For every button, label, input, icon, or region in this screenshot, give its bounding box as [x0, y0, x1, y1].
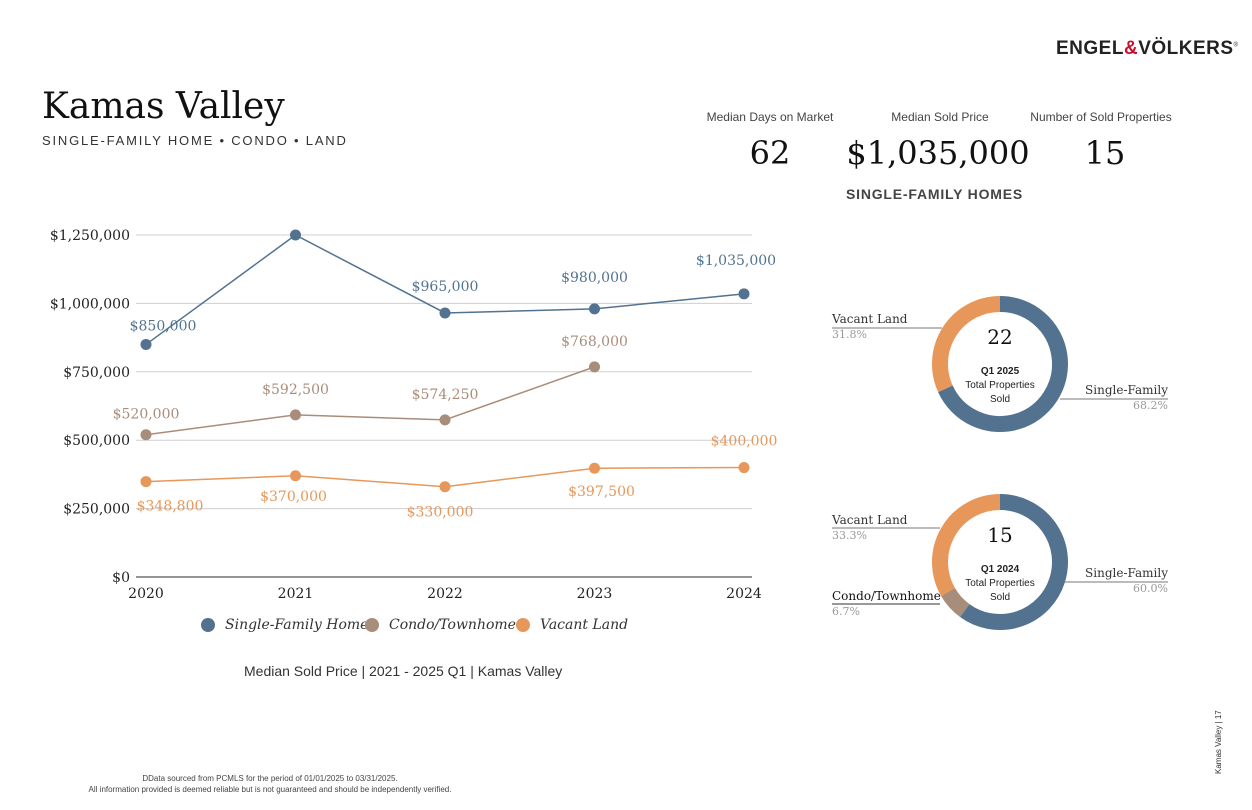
y-tick-label: $250,000 — [63, 502, 130, 518]
data-point — [140, 338, 152, 350]
y-tick-label: $1,000,000 — [50, 296, 130, 312]
legend-dot-condo — [365, 618, 379, 632]
data-label: $980,000 — [561, 270, 628, 286]
slice-percent: 31.8% — [832, 328, 867, 341]
slice-label: Vacant Land — [831, 312, 908, 326]
median-price-line-chart: $0 $250,000 $500,000 $750,000 $1,000,000 $1,2… — [50, 228, 778, 602]
footer-line-1: DData sourced from PCMLS for the period … — [142, 774, 398, 783]
data-point — [140, 476, 152, 488]
x-tick-label: 2024 — [726, 586, 762, 602]
median-price-label: Median Sold Price — [891, 110, 989, 124]
data-label: $370,000 — [260, 489, 327, 505]
y-tick-label: $1,250,000 — [50, 228, 130, 244]
data-point — [290, 409, 301, 421]
page-title: Kamas Valley — [42, 86, 285, 127]
donut-center-period: Q1 2024 — [981, 564, 1020, 575]
donut-center-label: Sold — [990, 394, 1010, 405]
slice-label: Single-Family — [1085, 383, 1168, 397]
legend-condo: Condo/Townhome — [365, 614, 516, 636]
x-tick-label: 2020 — [128, 586, 164, 602]
data-point — [290, 229, 301, 241]
data-point — [439, 414, 451, 426]
footer-disclaimer: DData sourced from PCMLS for the period … — [60, 773, 480, 795]
slice-label: Single-Family — [1085, 566, 1168, 580]
x-tick-label: 2022 — [427, 586, 463, 602]
donut-chart-q1-2024: 15 Q1 2024 Total Properties Sold Vacant Land… — [831, 494, 1168, 630]
footer-line-2: All information provided is deemed relia… — [88, 785, 452, 794]
data-label: $965,000 — [412, 279, 479, 295]
data-point — [589, 303, 600, 315]
legend-label-condo: Condo/Townhome — [389, 617, 516, 633]
donut-center-value: 15 — [987, 523, 1012, 547]
median-price-value: $1,035,000 — [846, 134, 1030, 172]
data-point — [738, 462, 750, 474]
donut-slice — [938, 296, 1068, 432]
y-tick-label: $0 — [112, 570, 130, 586]
y-tick-label: $750,000 — [63, 365, 130, 381]
data-point — [140, 429, 152, 441]
slice-label: Condo/Townhome — [832, 589, 941, 603]
donut-center-period: Q1 2025 — [981, 366, 1020, 377]
data-label: $850,000 — [130, 318, 197, 334]
data-label: $520,000 — [113, 407, 180, 423]
legend-label-single-family: Single-Family Home — [225, 617, 369, 633]
data-label: $348,800 — [137, 499, 204, 515]
data-label: $574,250 — [412, 387, 479, 403]
data-label: $400,000 — [711, 434, 778, 450]
data-label: $1,035,000 — [696, 253, 776, 269]
days-on-market-value: 62 — [749, 134, 791, 172]
donut-center-label: Total Properties — [965, 578, 1034, 589]
page-tag: Kamas Valley | 17 — [1214, 710, 1223, 774]
sold-count-label: Number of Sold Properties — [1030, 110, 1172, 124]
chart-caption: Median Sold Price | 2021 - 2025 Q1 | Kam… — [244, 663, 563, 679]
data-label: $592,500 — [262, 382, 329, 398]
donut-slice — [932, 296, 1001, 393]
data-point — [439, 307, 451, 319]
donut-slice — [960, 494, 1068, 630]
legend-dot-vacant-land — [516, 618, 530, 632]
donut-center-label: Sold — [990, 592, 1010, 603]
days-on-market-label: Median Days on Market — [706, 110, 834, 124]
donut-center-label: Total Properties — [965, 380, 1034, 391]
brand-logo: ENGEL&VÖLKERS® — [1056, 38, 1239, 59]
series-line — [145, 366, 595, 436]
donut-chart-q1-2025: 22 Q1 2025 Total Properties Sold Vacant Land… — [831, 296, 1168, 432]
data-point — [738, 288, 750, 300]
data-point — [589, 361, 600, 373]
slice-percent: 60.0% — [1133, 582, 1168, 595]
legend-dot-single-family — [201, 618, 215, 632]
data-point — [290, 470, 301, 482]
donut-slice — [932, 494, 1001, 596]
legend-single-family: Single-Family Home — [201, 614, 368, 636]
slice-label: Vacant Land — [831, 513, 908, 527]
stats-caption: SINGLE-FAMILY HOMES — [846, 186, 1023, 202]
x-tick-label: 2021 — [278, 586, 314, 602]
sold-count-value: 15 — [1084, 134, 1126, 172]
donut-center-value: 22 — [987, 325, 1012, 349]
x-tick-label: 2023 — [577, 586, 613, 602]
data-label: $768,000 — [561, 334, 628, 350]
y-tick-label: $500,000 — [63, 433, 130, 449]
donut-slice — [941, 587, 970, 618]
legend-vacant-land: Vacant Land — [516, 614, 628, 636]
slice-percent: 33.3% — [832, 529, 867, 542]
data-label: $330,000 — [407, 505, 474, 521]
page-subtitle: SINGLE-FAMILY HOME • CONDO • LAND — [42, 133, 348, 148]
legend-label-vacant-land: Vacant Land — [540, 617, 629, 633]
data-point — [589, 462, 600, 474]
slice-percent: 68.2% — [1133, 399, 1168, 412]
data-point — [439, 481, 451, 493]
slice-percent: 6.7% — [832, 605, 860, 618]
data-label: $397,500 — [568, 484, 635, 500]
